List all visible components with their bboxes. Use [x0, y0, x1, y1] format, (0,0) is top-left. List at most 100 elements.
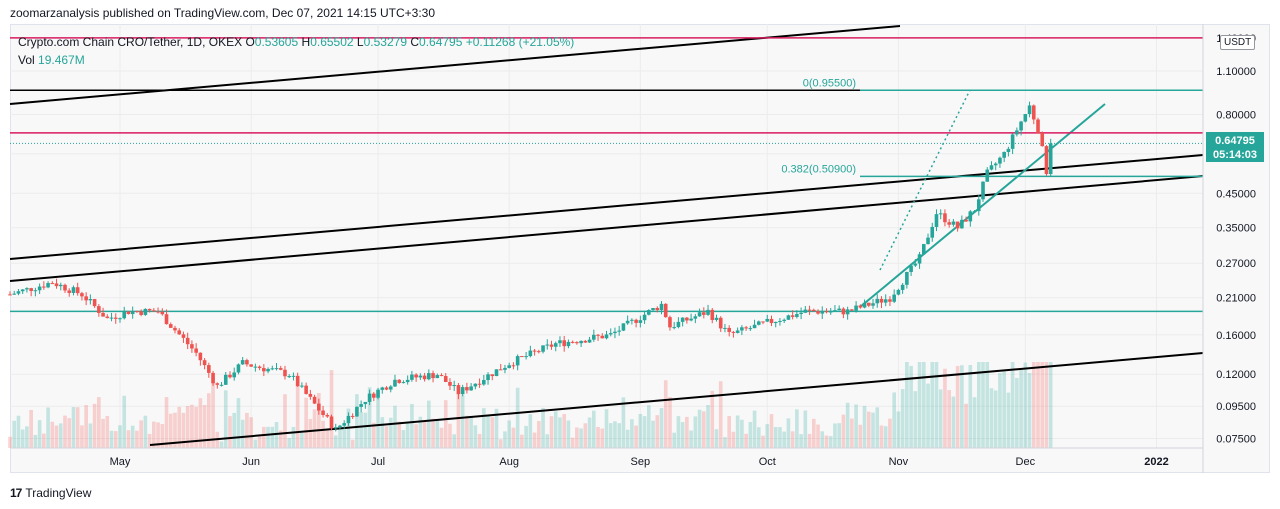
volume-bar: [727, 415, 731, 448]
high-label: H: [301, 35, 311, 49]
candle-body: [778, 320, 782, 322]
volume-bar: [748, 421, 753, 448]
price-tick-label: 0.80000: [1216, 110, 1256, 122]
volume-bar: [405, 421, 410, 448]
candle-body: [689, 318, 693, 321]
volume-bar: [287, 437, 292, 448]
candle-body: [756, 321, 761, 325]
volume-bar: [274, 421, 279, 448]
candle-body: [198, 352, 203, 361]
volume-bar: [883, 426, 888, 448]
volume-bar: [397, 421, 402, 448]
channel-trend-line: [149, 352, 1204, 446]
candle-body: [604, 334, 609, 339]
candle-body: [84, 296, 88, 301]
candle-body: [888, 299, 892, 302]
volume-bar: [97, 397, 101, 448]
volume-bar: [824, 435, 829, 448]
candle-body: [414, 374, 418, 378]
volume-bar: [913, 391, 918, 448]
currency-button[interactable]: USDT: [1220, 35, 1256, 50]
time-tick-label: 2022: [1144, 456, 1168, 468]
volume-bar: [596, 426, 600, 448]
candle-body: [190, 344, 194, 349]
candle-body: [625, 320, 630, 324]
candle-body: [896, 289, 901, 295]
volume-bar: [608, 423, 613, 448]
candle-body: [976, 199, 981, 212]
candle-body: [448, 381, 452, 386]
volume-bar: [465, 415, 469, 448]
candle-body: [486, 374, 490, 381]
volume-bar: [744, 433, 748, 448]
volume-bar: [372, 422, 376, 448]
volume-bar: [58, 423, 63, 448]
volume-bar: [113, 431, 118, 448]
candle-body: [592, 334, 596, 340]
volume-bar: [862, 405, 867, 448]
candle-body: [811, 309, 816, 312]
volume-bar: [778, 427, 782, 448]
candle-body: [393, 379, 397, 387]
candle-body: [63, 284, 67, 291]
candle-body: [663, 303, 668, 318]
ohlc-legend: Crypto.com Chain CRO/Tether, 1D, OKEX O0…: [18, 35, 574, 49]
candle-body: [469, 386, 473, 391]
candle-body: [659, 303, 664, 310]
volume-bar: [147, 433, 152, 448]
candle-body: [833, 310, 837, 312]
candle-body: [135, 311, 139, 313]
candle-body: [223, 374, 228, 385]
fib-level-label: 0.382(0.50900): [781, 163, 856, 175]
volume-bar: [964, 403, 968, 448]
volume-bar: [769, 414, 774, 448]
volume-bar: [888, 418, 892, 448]
volume-bar: [80, 425, 84, 448]
tradingview-footer[interactable]: 17 TradingView: [10, 486, 91, 500]
volume-bar: [617, 423, 621, 448]
volume-bar: [993, 390, 998, 448]
candle-body: [177, 330, 182, 335]
volume-bar: [435, 419, 440, 448]
candle-body: [12, 293, 17, 295]
volume-bar: [549, 416, 554, 448]
candle-body: [740, 327, 744, 331]
candle-body: [37, 286, 42, 291]
volume-bar: [54, 425, 59, 448]
volume-bar: [930, 362, 935, 448]
candle-body: [80, 293, 84, 297]
change-value: +0.11268 (+21.05%): [465, 35, 575, 49]
candle-body: [333, 427, 338, 429]
candle-body: [312, 396, 317, 404]
volume-bar: [537, 421, 541, 448]
volume-bar: [672, 432, 676, 448]
candle-body: [1031, 105, 1036, 120]
candle-body: [232, 372, 237, 378]
volume-bar: [219, 441, 224, 448]
volume-bar: [177, 406, 182, 448]
volume-bar: [562, 414, 566, 448]
candle-body: [350, 415, 355, 417]
candle-body: [16, 291, 21, 294]
candle-body: [655, 308, 660, 310]
volume-bar: [185, 406, 190, 448]
candle-body: [1036, 119, 1040, 133]
candle-body: [304, 385, 308, 394]
volume-bar: [321, 420, 325, 448]
candle-body: [173, 327, 177, 331]
volume-bar: [710, 390, 715, 448]
volume-bar: [976, 362, 981, 448]
candle-body: [1010, 134, 1015, 149]
candle-body: [418, 375, 423, 378]
time-tick-label: Dec: [1016, 456, 1036, 468]
candle-body: [410, 374, 414, 380]
candle-body: [575, 342, 579, 344]
candle-body: [926, 237, 930, 245]
candle-body: [702, 312, 706, 315]
volume-bar: [706, 405, 710, 448]
horizontal-levels: 0(0.95500) 0.382(0.50900): [10, 37, 1203, 313]
volume-bar: [418, 416, 423, 448]
candle-body: [245, 360, 249, 365]
candle-body: [947, 222, 951, 225]
